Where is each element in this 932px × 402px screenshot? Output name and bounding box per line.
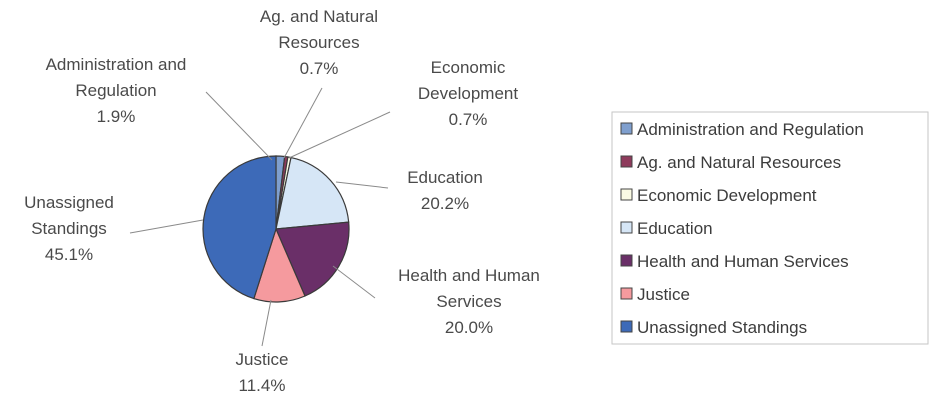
legend-swatch-education xyxy=(620,221,633,234)
legend-swatch-administration-and-regulation xyxy=(620,122,633,135)
pie-slices xyxy=(202,155,350,303)
legend-swatch-economic-development xyxy=(620,188,633,201)
legend-label-unassigned-standings: Unassigned Standings xyxy=(637,318,807,337)
slice-label-economic-development: Economic Development 0.7% xyxy=(418,58,518,129)
slice-label-justice: Justice 11.4% xyxy=(236,350,289,395)
legend-label-education: Education xyxy=(637,219,713,238)
leader-line-ag-and-natural-resources xyxy=(283,87,323,159)
leader-line-administration-and-regulation xyxy=(205,91,273,161)
slice-label-education: Education 20.2% xyxy=(407,168,483,213)
slice-labels: Administration and Regulation 1.9% Ag. and … xyxy=(24,7,540,395)
leader-line-unassigned-standings xyxy=(129,219,204,234)
pie-slice-education xyxy=(275,156,350,230)
slice-label-unassigned-standings: Unassigned Standings 45.1% xyxy=(24,193,114,264)
legend-swatch-health-and-human-services xyxy=(620,254,633,267)
slice-label-ag-and-natural-resources: Ag. and Natural Resources 0.7% xyxy=(260,7,378,78)
legend-swatch-unassigned-standings xyxy=(620,320,633,333)
pie-slice-health-and-human-services xyxy=(275,221,350,297)
leader-line-education xyxy=(335,181,389,189)
legend: Administration and Regulation Ag. and Nat… xyxy=(611,111,929,345)
legend-swatch-justice xyxy=(620,287,633,300)
slice-label-health-and-human-services: Health and Human Services 20.0% xyxy=(398,266,540,337)
legend-label-ag-and-natural-resources: Ag. and Natural Resources xyxy=(637,153,841,172)
leader-line-economic-development xyxy=(288,111,391,159)
legend-label-justice: Justice xyxy=(637,285,690,304)
pie-slice-unassigned-standings xyxy=(202,155,277,300)
slice-label-administration-and-regulation: Administration and Regulation 1.9% xyxy=(46,55,187,126)
legend-label-economic-development: Economic Development xyxy=(637,186,817,205)
leader-lines xyxy=(129,87,391,347)
legend-swatch-ag-and-natural-resources xyxy=(620,155,633,168)
leader-line-justice xyxy=(261,299,272,347)
legend-label-health-and-human-services: Health and Human Services xyxy=(637,252,849,271)
legend-label-administration-and-regulation: Administration and Regulation xyxy=(637,120,864,139)
leader-line-health-and-human-services xyxy=(332,265,376,299)
legend-box xyxy=(611,111,929,345)
